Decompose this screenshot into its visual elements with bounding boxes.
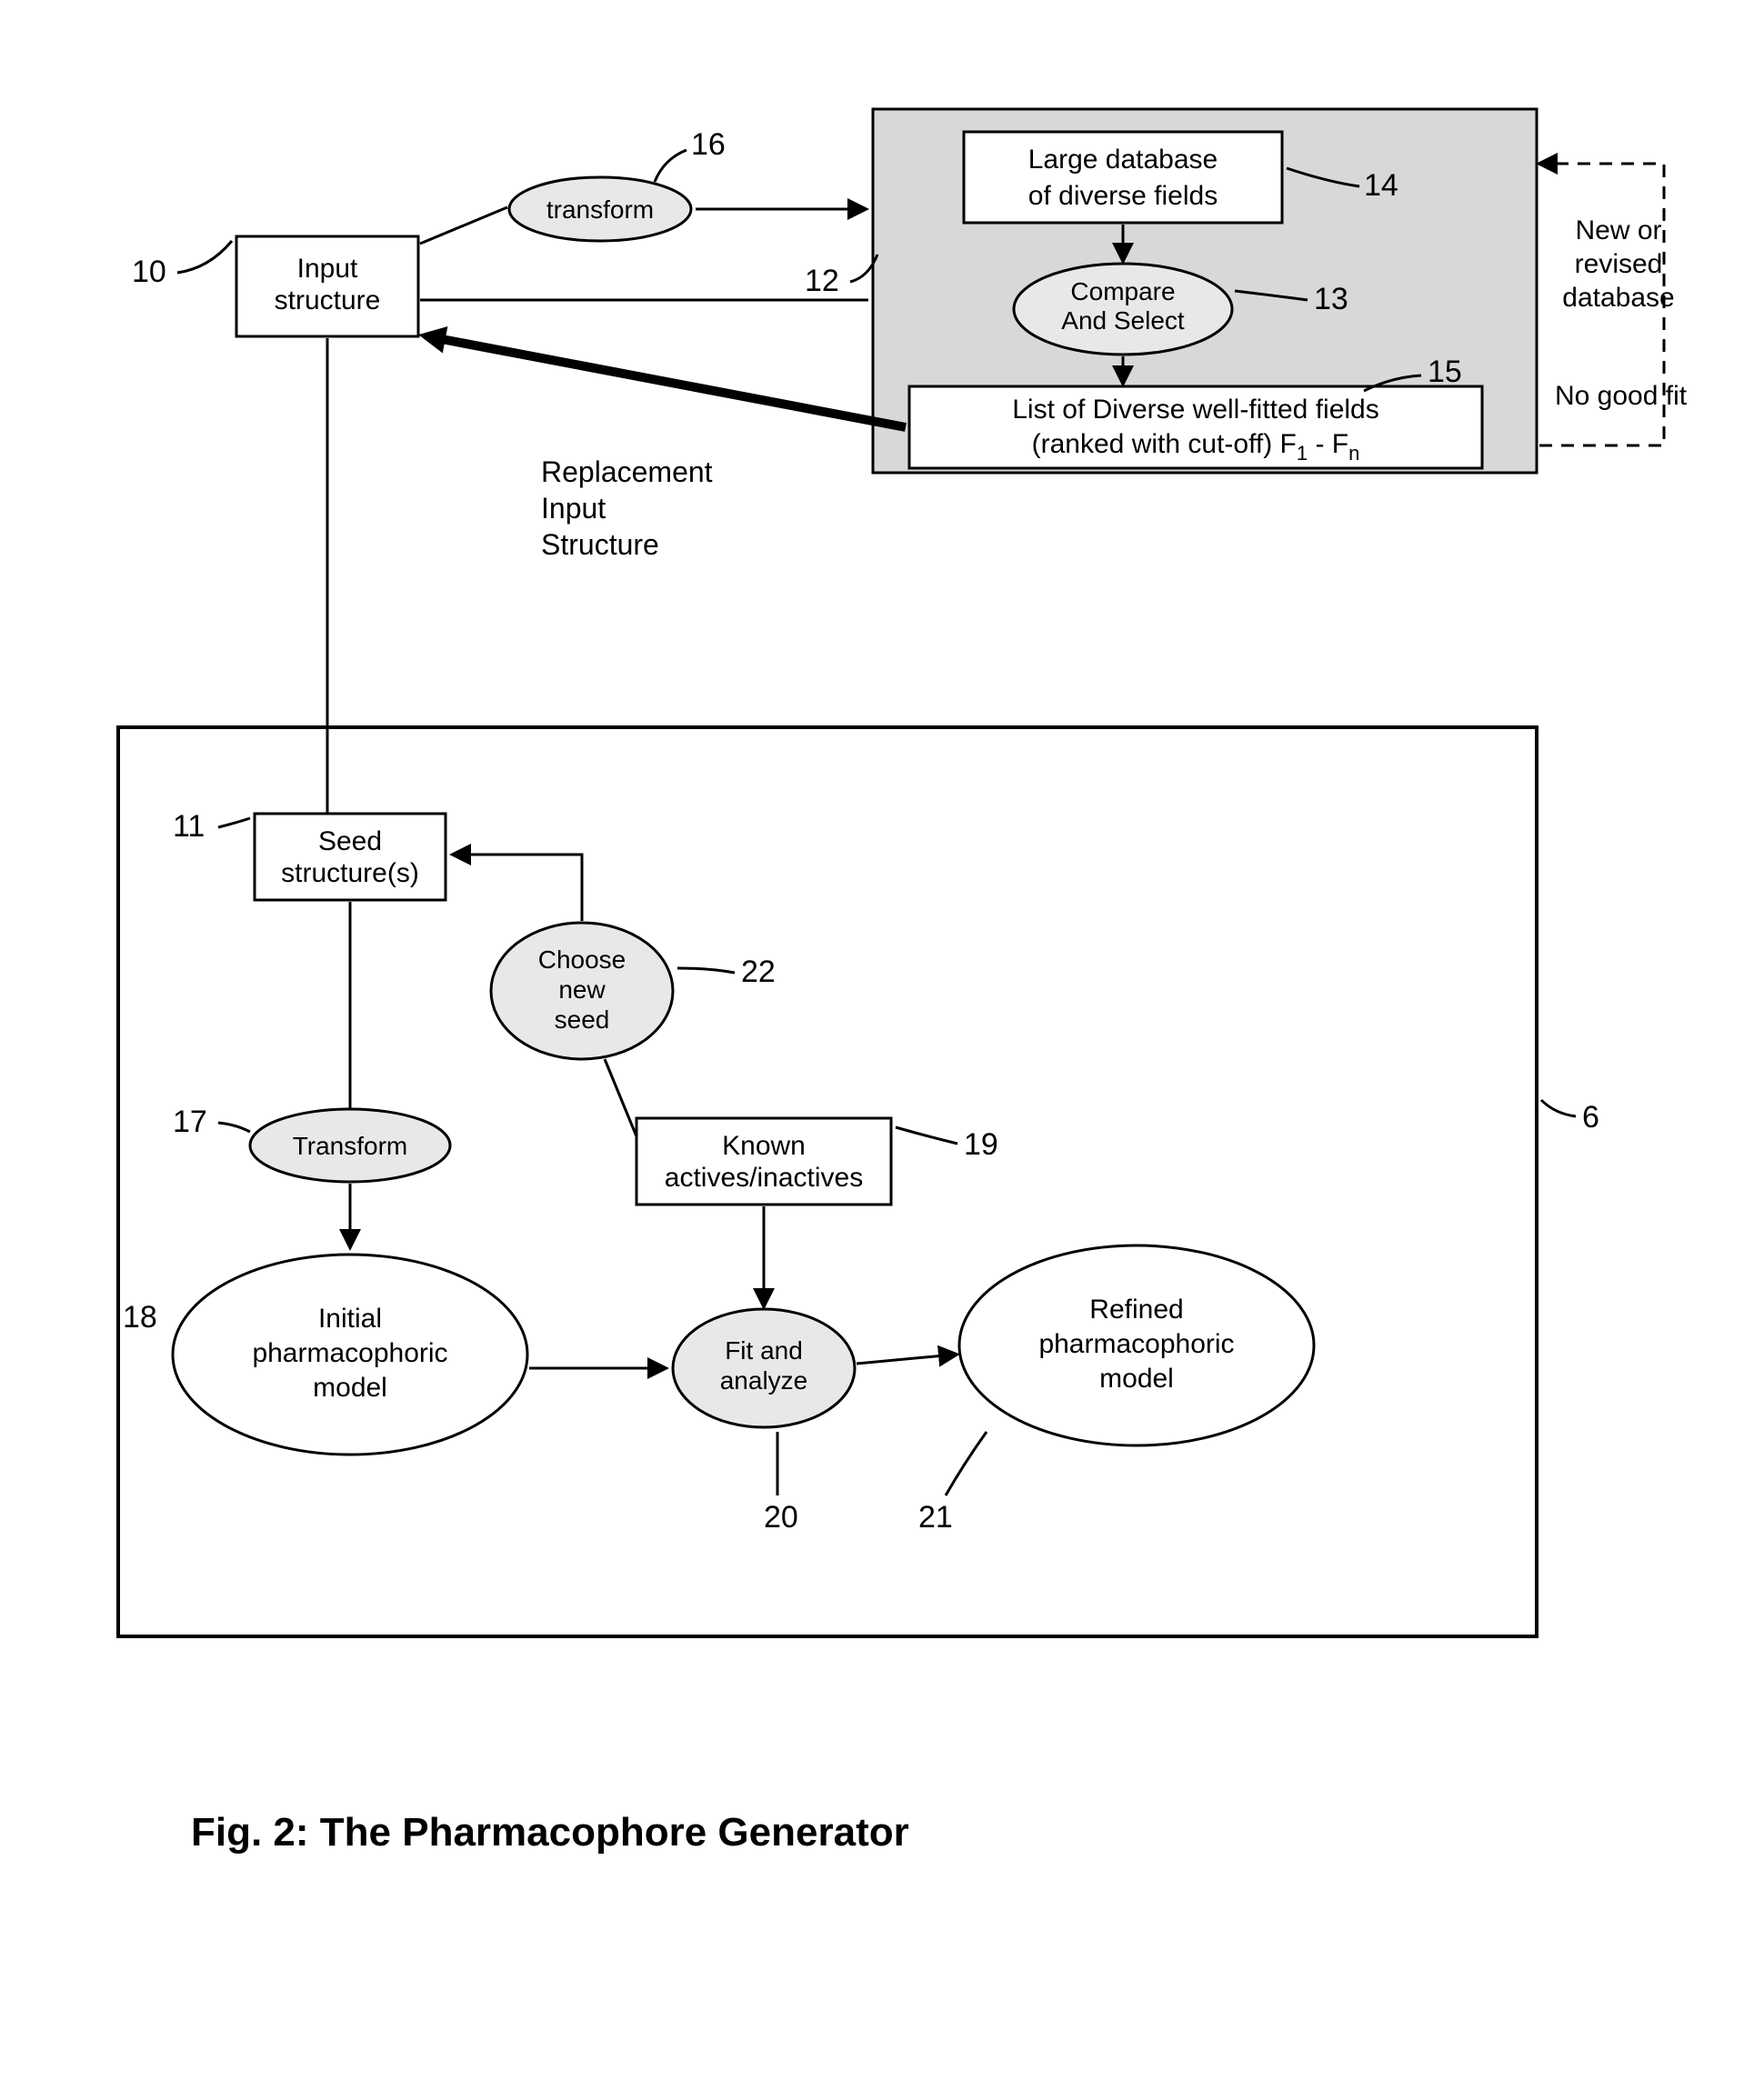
edge-fit-to-refined [857, 1355, 955, 1364]
seed-label-1: Seed [318, 826, 382, 856]
transform-top-node: transform [509, 177, 691, 241]
database-label-2: of diverse fields [1028, 181, 1218, 211]
leader-17 [218, 1123, 250, 1132]
edge-list-to-input-thick [427, 336, 906, 427]
initial-model-node: Initial pharmacophoric model [173, 1255, 527, 1455]
ref-19: 19 [964, 1127, 998, 1162]
fit-label-2: analyze [720, 1366, 808, 1395]
database-label-1: Large database [1028, 145, 1218, 175]
database-node: Large database of diverse fields [964, 132, 1282, 223]
choose-label-3: seed [555, 1005, 610, 1034]
refined-label-3: model [1099, 1364, 1174, 1394]
seed-node: Seed structure(s) [255, 814, 446, 900]
ref-12: 12 [805, 264, 839, 298]
input-structure-node: Input structure [236, 236, 418, 336]
new-revised-1: New or [1575, 215, 1661, 245]
new-revised-3: database [1562, 283, 1674, 313]
figure-caption: Fig. 2: The Pharmacophore Generator [191, 1810, 909, 1855]
leader-16 [655, 150, 687, 182]
input-structure-label-1: Input [297, 254, 358, 284]
edge-known-to-choose [605, 1059, 636, 1136]
transform-lower-label: Transform [293, 1132, 408, 1160]
refined-label-2: pharmacophoric [1038, 1329, 1234, 1359]
known-label-2: actives/inactives [665, 1163, 863, 1193]
ref-20: 20 [764, 1500, 798, 1535]
ref-6: 6 [1582, 1100, 1599, 1135]
ref-22: 22 [741, 955, 776, 989]
replacement-label-2: Input [541, 492, 606, 525]
replacement-label-3: Structure [541, 528, 659, 561]
known-label-1: Known [722, 1131, 806, 1161]
ref-14: 14 [1364, 168, 1398, 203]
fit-label-1: Fit and [725, 1336, 803, 1365]
ref-21: 21 [918, 1500, 953, 1535]
ref-13: 13 [1314, 282, 1348, 316]
leader-11 [218, 818, 250, 827]
list-fields-node: List of Diverse well-fitted fields (rank… [909, 386, 1482, 468]
compare-label-1: Compare [1070, 277, 1175, 305]
leader-21 [946, 1432, 987, 1495]
leader-10 [177, 241, 232, 273]
ref-18: 18 [123, 1300, 157, 1335]
known-node: Known actives/inactives [636, 1118, 891, 1205]
initial-label-3: model [313, 1373, 387, 1403]
leader-19 [896, 1127, 957, 1144]
fit-analyze-node: Fit and analyze [673, 1309, 855, 1427]
choose-new-seed-node: Choose new seed [491, 923, 673, 1059]
ref-10: 10 [132, 255, 166, 289]
choose-label-1: Choose [538, 945, 626, 974]
ref-15: 15 [1428, 355, 1462, 389]
new-revised-2: revised [1575, 249, 1663, 279]
ref-11: 11 [173, 809, 205, 844]
transform-top-label: transform [546, 195, 654, 224]
replacement-label-1: Replacement [541, 455, 713, 488]
input-structure-label-2: structure [275, 285, 381, 315]
refined-model-node: Refined pharmacophoric model [959, 1245, 1314, 1445]
initial-label-1: Initial [318, 1304, 382, 1334]
choose-label-2: new [558, 975, 606, 1004]
list-label-1: List of Diverse well-fitted fields [1012, 395, 1378, 425]
edge-input-to-transform [420, 207, 507, 244]
compare-select-node: Compare And Select [1014, 264, 1232, 355]
leader-6 [1541, 1100, 1576, 1116]
no-good-fit-label: No good fit [1555, 381, 1688, 411]
seed-label-2: structure(s) [281, 858, 419, 888]
ref-16: 16 [691, 127, 726, 162]
transform-lower-node: Transform [250, 1109, 450, 1182]
refined-label-1: Refined [1089, 1295, 1183, 1325]
edge-choose-to-seed [455, 855, 582, 921]
leader-22 [677, 968, 735, 973]
compare-label-2: And Select [1061, 306, 1185, 335]
initial-label-2: pharmacophoric [252, 1338, 447, 1368]
ref-17: 17 [173, 1105, 207, 1139]
